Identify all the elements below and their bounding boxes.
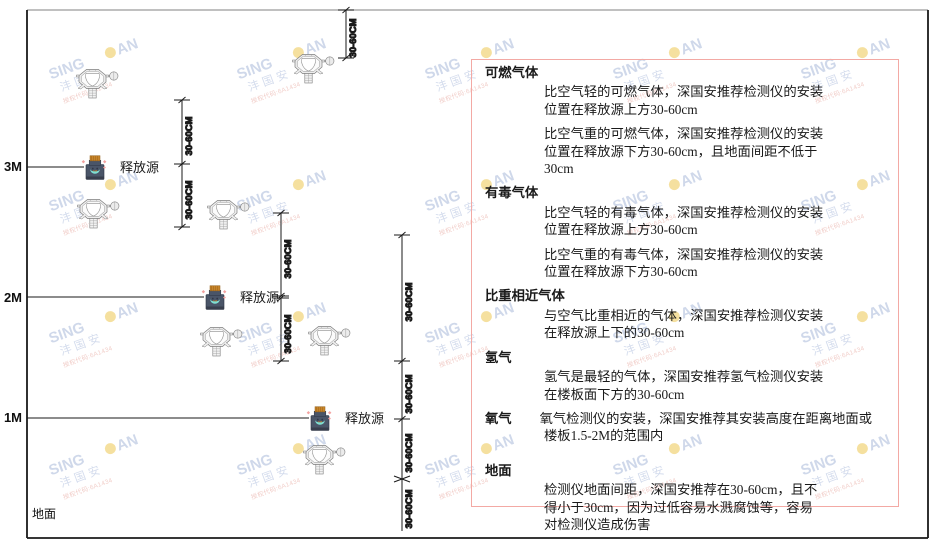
svg-text:释放源: 释放源: [345, 411, 384, 426]
svg-text:30-60CM: 30-60CM: [184, 116, 195, 155]
svg-text:地面: 地面: [32, 507, 56, 521]
svg-text:30-60CM: 30-60CM: [348, 18, 359, 57]
svg-text:30-60CM: 30-60CM: [404, 433, 415, 472]
svg-text:30-60CM: 30-60CM: [404, 282, 415, 321]
svg-text:30-60CM: 30-60CM: [404, 489, 415, 528]
svg-text:1M: 1M: [4, 410, 22, 425]
svg-text:30-60CM: 30-60CM: [404, 374, 415, 413]
svg-text:30-60CM: 30-60CM: [283, 239, 294, 278]
svg-text:30-60CM: 30-60CM: [184, 180, 195, 219]
svg-text:3M: 3M: [4, 159, 22, 174]
svg-text:释放源: 释放源: [120, 160, 159, 175]
svg-text:2M: 2M: [4, 290, 22, 305]
svg-text:30-60CM: 30-60CM: [283, 314, 294, 353]
